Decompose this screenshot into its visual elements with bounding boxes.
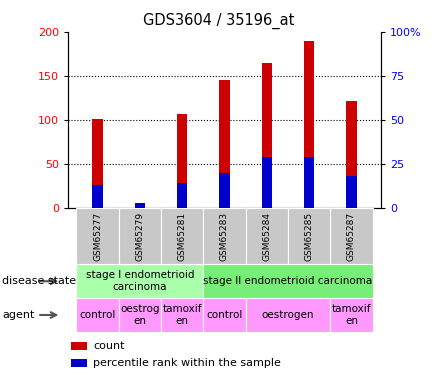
- Bar: [177, 114, 187, 208]
- Text: GSM65283: GSM65283: [220, 211, 229, 261]
- Text: GSM65281: GSM65281: [178, 211, 187, 261]
- Text: control: control: [79, 310, 116, 320]
- Bar: [76, 208, 119, 264]
- Bar: [71, 358, 87, 367]
- Text: GSM65284: GSM65284: [262, 212, 271, 261]
- Bar: [76, 298, 119, 332]
- Text: GSM65277: GSM65277: [93, 211, 102, 261]
- Bar: [92, 119, 103, 208]
- Bar: [219, 80, 230, 208]
- Bar: [161, 298, 203, 332]
- Text: GSM65285: GSM65285: [304, 211, 314, 261]
- Text: stage II endometrioid carcinoma: stage II endometrioid carcinoma: [203, 276, 373, 286]
- Bar: [119, 298, 161, 332]
- Bar: [119, 208, 161, 264]
- Bar: [304, 41, 314, 208]
- Bar: [134, 204, 145, 208]
- Text: GSM65279: GSM65279: [135, 211, 145, 261]
- Bar: [161, 208, 203, 264]
- Bar: [219, 173, 230, 208]
- Bar: [76, 264, 203, 298]
- Bar: [203, 208, 246, 264]
- Bar: [330, 298, 373, 332]
- Bar: [304, 157, 314, 208]
- Bar: [330, 208, 373, 264]
- Bar: [246, 208, 288, 264]
- Text: agent: agent: [2, 310, 35, 320]
- Text: oestrog
en: oestrog en: [120, 304, 159, 326]
- Bar: [261, 157, 272, 208]
- Bar: [177, 183, 187, 208]
- Bar: [288, 208, 330, 264]
- Text: percentile rank within the sample: percentile rank within the sample: [93, 358, 281, 368]
- Text: stage I endometrioid
carcinoma: stage I endometrioid carcinoma: [85, 270, 194, 292]
- Bar: [346, 100, 357, 208]
- Text: disease state: disease state: [2, 276, 76, 286]
- Text: tamoxif
en: tamoxif en: [162, 304, 202, 326]
- Bar: [246, 298, 330, 332]
- Text: GDS3604 / 35196_at: GDS3604 / 35196_at: [143, 13, 295, 29]
- Text: oestrogen: oestrogen: [262, 310, 314, 320]
- Bar: [92, 185, 103, 208]
- Bar: [203, 298, 246, 332]
- Bar: [134, 203, 145, 208]
- Bar: [71, 342, 87, 350]
- Text: GSM65287: GSM65287: [347, 211, 356, 261]
- Bar: [203, 264, 373, 298]
- Bar: [261, 63, 272, 208]
- Text: count: count: [93, 341, 124, 351]
- Text: control: control: [206, 310, 243, 320]
- Text: tamoxif
en: tamoxif en: [332, 304, 371, 326]
- Bar: [346, 176, 357, 208]
